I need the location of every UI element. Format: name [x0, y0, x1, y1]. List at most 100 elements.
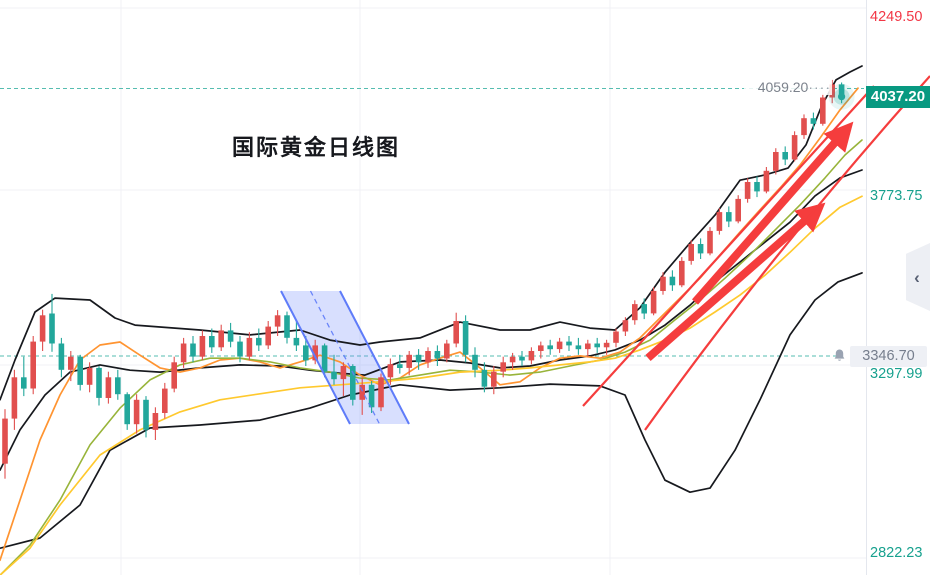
axis-label-4249.50: 4249.50	[870, 9, 923, 25]
candle-body	[726, 212, 732, 222]
channel-mid-line[interactable]	[309, 290, 381, 425]
candle-body	[39, 315, 46, 342]
candle-body	[274, 315, 281, 327]
channel-drawing-fill[interactable]	[281, 291, 409, 424]
candle-body	[462, 321, 469, 355]
candle-body	[491, 371, 497, 387]
candle-body	[378, 377, 384, 408]
price-line-label-dots: ····	[808, 79, 831, 95]
candle-body	[650, 290, 657, 314]
candlestick-series	[2, 79, 845, 479]
candle-body	[434, 351, 441, 359]
candle-body	[152, 413, 159, 430]
candle-body	[556, 341, 563, 350]
candle-body	[791, 135, 798, 160]
price-level-lines	[0, 88, 864, 357]
candle-body	[180, 343, 187, 363]
candle-body	[773, 152, 779, 171]
candle-body	[547, 345, 553, 350]
candle-body	[538, 345, 544, 351]
candle-body	[265, 326, 271, 346]
candle-body	[763, 170, 770, 192]
channel-drawing-lines[interactable]	[280, 290, 410, 425]
candle-body	[820, 97, 826, 124]
candle-body	[679, 260, 685, 286]
candle-body	[227, 330, 234, 342]
last-price-dot	[833, 88, 850, 105]
candle-body	[500, 362, 506, 372]
candle-body	[838, 84, 845, 97]
candle-body	[237, 341, 243, 357]
ma-slow-yellow-line	[0, 195, 863, 575]
candle-body	[86, 367, 93, 385]
candle-body	[58, 343, 65, 370]
candle-body	[688, 244, 694, 261]
thick-up-arrow[interactable]	[691, 121, 854, 305]
candle-body	[453, 321, 459, 344]
candle-body	[124, 394, 130, 425]
channel-right_line[interactable]	[339, 290, 410, 425]
candle-body	[697, 244, 704, 254]
candle-body	[199, 336, 206, 357]
candle-body	[509, 356, 516, 363]
candle-body	[415, 354, 422, 363]
candle-body	[707, 230, 713, 254]
ma-fast-orange-line	[0, 87, 859, 562]
candle-body	[246, 337, 253, 357]
candle-body	[754, 182, 760, 192]
price-alert-badge[interactable]: 3346.70	[850, 346, 927, 367]
candle-body	[801, 118, 807, 136]
channel-fill[interactable]	[281, 291, 409, 424]
axis-label-3297.99: 3297.99	[870, 366, 923, 382]
trend-line[interactable]	[582, 85, 875, 407]
candle-body	[218, 330, 224, 348]
candle-body	[782, 152, 788, 160]
candle-body	[425, 351, 431, 363]
panel-collapse-toggle[interactable]: ‹	[906, 243, 930, 311]
current-price-badge: 4037.20	[866, 86, 930, 108]
candle-body	[312, 345, 318, 361]
candle-body	[528, 351, 535, 361]
candle-body	[735, 198, 741, 222]
candle-body	[331, 371, 337, 380]
candle-body	[11, 377, 18, 419]
candle-body	[472, 354, 478, 370]
bollinger-middle-line	[0, 169, 863, 471]
candle-body	[350, 366, 356, 400]
candle-body	[444, 343, 450, 359]
candle-body	[359, 384, 365, 400]
candle-body	[105, 377, 112, 398]
candle-body	[566, 341, 572, 346]
bollinger-lower-line	[0, 272, 863, 550]
candle-body	[303, 345, 309, 361]
candle-body	[209, 336, 215, 348]
candle-body	[481, 369, 488, 387]
candle-body	[49, 313, 55, 344]
candle-body	[115, 377, 121, 395]
chevron-left-icon: ‹	[914, 267, 920, 287]
candle-body	[321, 345, 328, 372]
candle-body	[96, 367, 102, 398]
candle-body	[256, 337, 262, 346]
axis-label-2822.23: 2822.23	[870, 545, 923, 561]
thick-up-arrow[interactable]	[645, 202, 826, 362]
channel-left_line[interactable]	[280, 290, 351, 425]
bollinger-upper-line	[0, 65, 863, 401]
candle-body	[284, 315, 290, 338]
candle-body	[162, 388, 168, 413]
bell-icon	[832, 348, 847, 364]
price-line-label-text: 4059.20	[757, 79, 809, 95]
candle-body	[669, 276, 676, 286]
candle-body	[368, 384, 375, 408]
candle-body	[744, 182, 751, 199]
candle-body	[340, 366, 347, 380]
candle-body	[133, 399, 140, 425]
axis-label-3773.75: 3773.75	[870, 188, 923, 204]
candle-body	[143, 399, 149, 430]
candle-body	[810, 118, 817, 124]
candle-body	[641, 304, 647, 314]
candle-body	[190, 343, 196, 357]
candle-body	[613, 331, 619, 343]
last-price-dot	[828, 83, 855, 110]
